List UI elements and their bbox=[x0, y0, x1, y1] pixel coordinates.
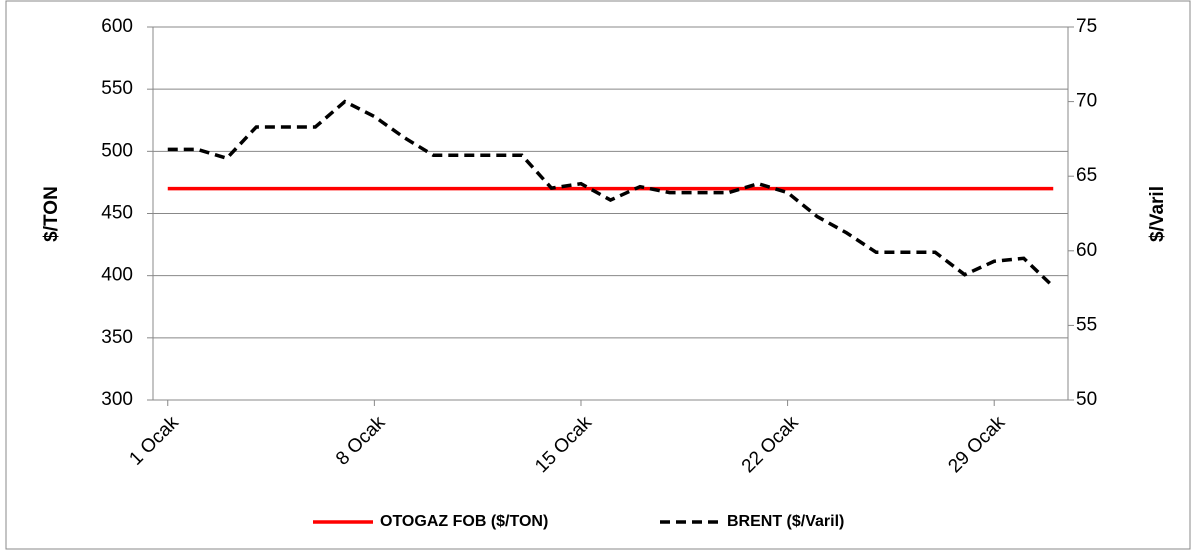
y2-axis-label: $/Varil bbox=[1147, 186, 1168, 242]
y-tick-label: 600 bbox=[101, 16, 133, 37]
y-tick-label: 300 bbox=[101, 389, 133, 410]
y-tick-label: 550 bbox=[101, 78, 133, 99]
y-tick-label: 500 bbox=[101, 140, 133, 161]
legend: OTOGAZ FOB ($/TON) BRENT ($/Varil) bbox=[313, 513, 844, 530]
y2-tick-label: 55 bbox=[1076, 314, 1097, 335]
legend-label: BRENT ($/Varil) bbox=[727, 513, 844, 530]
legend-label: OTOGAZ FOB ($/TON) bbox=[380, 513, 548, 530]
y-tick-label: 350 bbox=[101, 327, 133, 348]
y2-tick-label: 65 bbox=[1076, 165, 1097, 186]
y-axis-label: $/TON bbox=[41, 186, 62, 242]
y2-tick-label: 60 bbox=[1076, 240, 1097, 261]
series-line bbox=[167, 99, 1055, 288]
y2-tick-label: 75 bbox=[1076, 16, 1097, 37]
y-tick-label: 450 bbox=[101, 203, 133, 224]
chart-border bbox=[5, 0, 1191, 550]
y2-tick-label: 50 bbox=[1076, 389, 1097, 410]
y-tick-label: 400 bbox=[101, 265, 133, 286]
y2-tick-label: 70 bbox=[1076, 91, 1097, 112]
